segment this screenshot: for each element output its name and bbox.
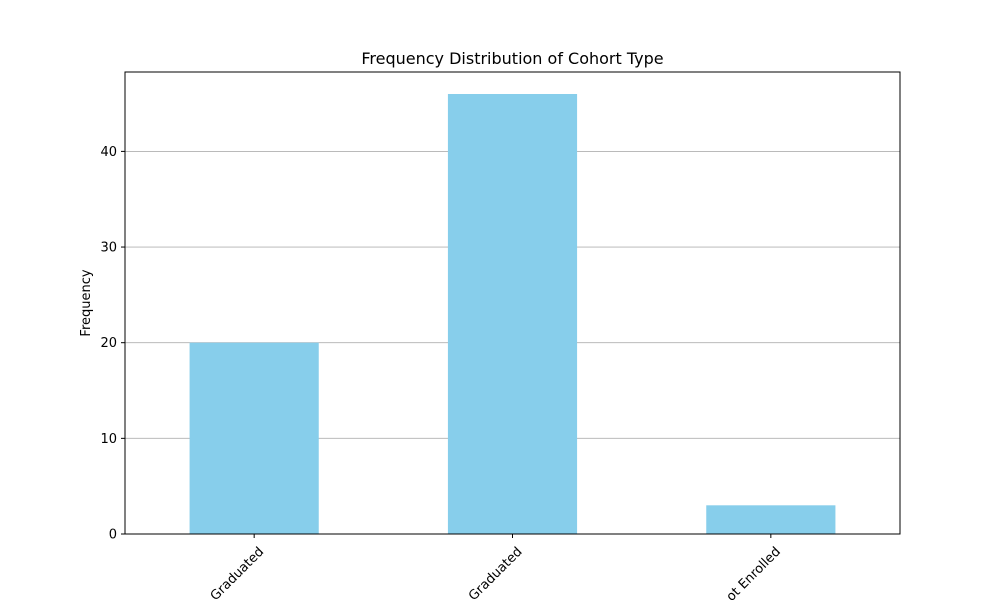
- bar: [447, 94, 578, 534]
- x-tick-label: ot Enrolled: [724, 544, 784, 600]
- x-tick-label: Graduated: [466, 544, 526, 600]
- y-axis-ticks: 0 10 20 30 40: [100, 145, 125, 543]
- x-axis-ticks: Graduated Graduated ot Enrolled: [208, 534, 784, 600]
- y-tick-label: 10: [100, 432, 117, 447]
- bar: [706, 505, 836, 534]
- chart-title: Frequency Distribution of Cohort Type: [361, 49, 663, 68]
- y-tick-label: 0: [109, 528, 117, 543]
- y-axis-label: Frequency: [79, 269, 94, 336]
- bars: [189, 94, 836, 534]
- y-tick-label: 40: [100, 145, 117, 160]
- x-tick-label: Graduated: [208, 544, 268, 600]
- y-tick-label: 20: [100, 336, 117, 351]
- bar: [189, 342, 319, 534]
- y-tick-label: 30: [100, 241, 117, 256]
